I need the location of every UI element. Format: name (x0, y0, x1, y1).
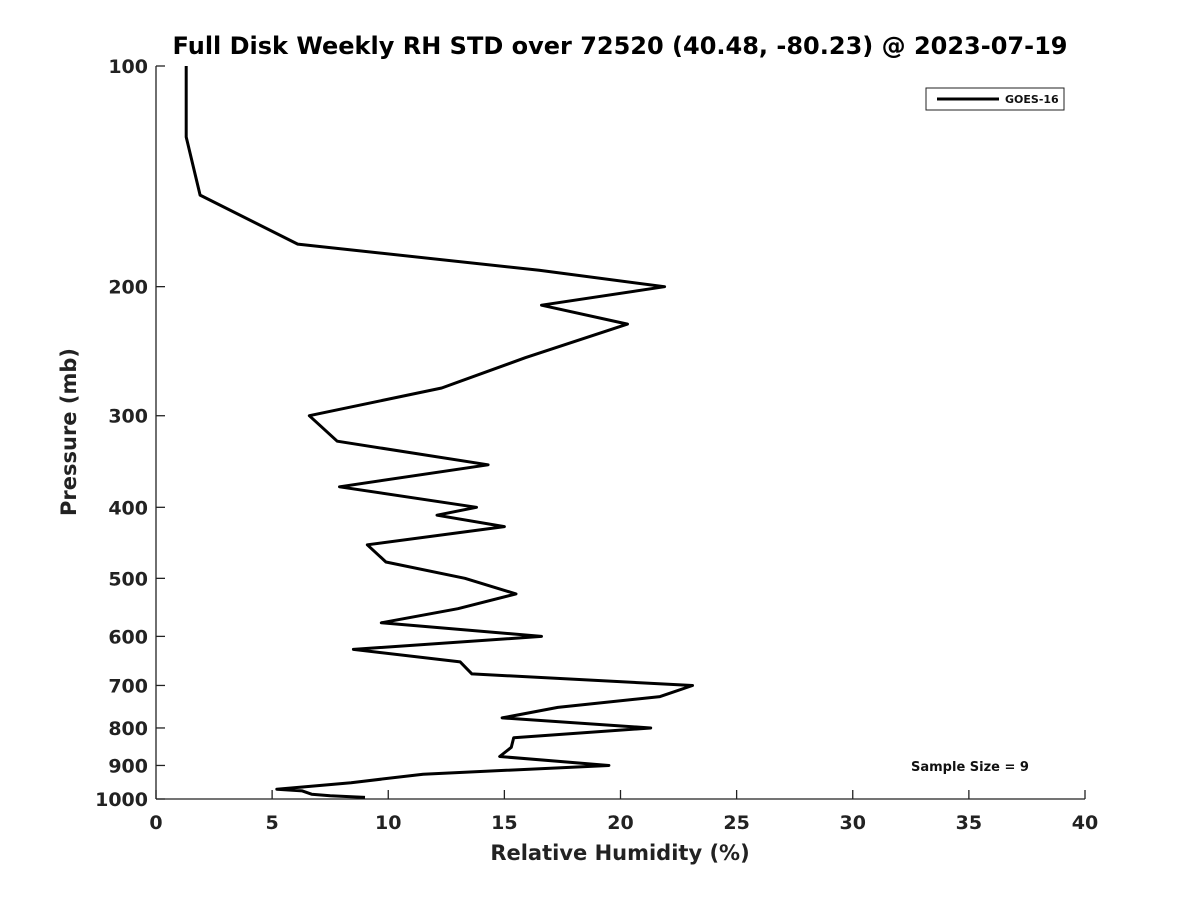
y-tick-label: 100 (108, 56, 148, 78)
y-tick-label: 900 (108, 755, 148, 777)
x-tick-label: 25 (723, 812, 749, 834)
y-tick-label: 1000 (95, 789, 148, 811)
x-tick-label: 30 (840, 812, 866, 834)
y-axis-title: Pressure (mb) (57, 348, 81, 516)
y-tick-label: 500 (108, 568, 148, 590)
legend: GOES-16 (925, 87, 1065, 111)
sample-size-annotation: Sample Size = 9 (911, 760, 1029, 775)
x-axis-ticks: 0 5 10 15 20 25 30 35 40 (149, 790, 1098, 834)
x-tick-label: 10 (375, 812, 401, 834)
x-tick-label: 20 (607, 812, 633, 834)
x-tick-label: 5 (266, 812, 279, 834)
chart-title: Full Disk Weekly RH STD over 72520 (40.4… (173, 32, 1068, 60)
legend-label-goes-16: GOES-16 (1005, 93, 1059, 106)
x-axis-title: Relative Humidity (%) (490, 841, 749, 865)
y-tick-label: 600 (108, 626, 148, 648)
x-tick-label: 15 (491, 812, 517, 834)
y-tick-label: 400 (108, 497, 148, 519)
y-axis-ticks: 100 200 300 400 500 600 700 800 900 1000 (95, 56, 165, 811)
series-line-goes-16 (184, 66, 694, 799)
x-tick-label: 0 (149, 812, 162, 834)
y-tick-label: 300 (108, 406, 148, 428)
y-tick-label: 800 (108, 718, 148, 740)
x-tick-label: 40 (1072, 812, 1098, 834)
y-tick-label: 200 (108, 277, 148, 299)
y-tick-label: 700 (108, 675, 148, 697)
x-tick-label: 35 (956, 812, 982, 834)
